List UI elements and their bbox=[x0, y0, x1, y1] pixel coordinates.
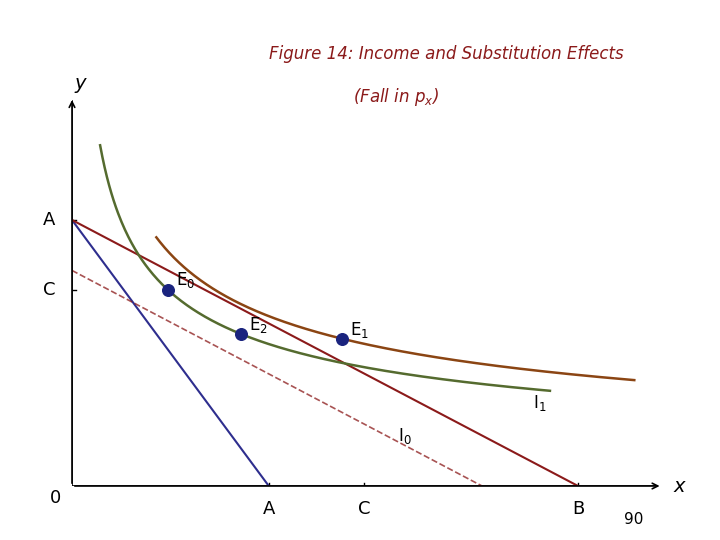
Text: I$_0$: I$_0$ bbox=[398, 426, 412, 446]
Text: Figure 14: Income and Substitution Effects: Figure 14: Income and Substitution Effec… bbox=[269, 45, 624, 63]
Text: 90: 90 bbox=[624, 512, 643, 527]
Text: I$_1$: I$_1$ bbox=[533, 393, 546, 413]
Text: B: B bbox=[572, 501, 584, 518]
Text: y: y bbox=[75, 74, 86, 93]
Text: E$_1$: E$_1$ bbox=[351, 320, 369, 340]
Text: C: C bbox=[42, 281, 55, 299]
Text: A: A bbox=[42, 211, 55, 229]
Text: 0: 0 bbox=[50, 489, 60, 507]
Text: C: C bbox=[358, 501, 371, 518]
Text: A: A bbox=[263, 501, 275, 518]
Point bbox=[336, 334, 348, 343]
Text: E$_2$: E$_2$ bbox=[249, 315, 268, 335]
Text: E$_0$: E$_0$ bbox=[176, 269, 195, 289]
Point bbox=[162, 285, 174, 294]
Text: x: x bbox=[674, 476, 685, 496]
Point bbox=[235, 329, 246, 338]
Text: (Fall in p$_x$): (Fall in p$_x$) bbox=[353, 86, 439, 108]
